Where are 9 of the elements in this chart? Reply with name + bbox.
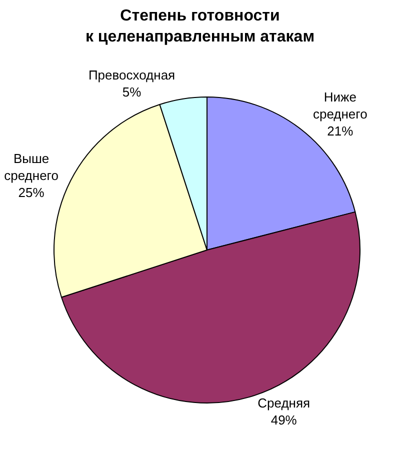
data-label: 5% [122, 84, 142, 100]
data-label: 25% [18, 184, 45, 200]
data-label: 49% [270, 412, 298, 428]
slice-label: Ниже среднего [312, 89, 368, 122]
chart-title: Степень готовности к целенаправленным атакам [85, 8, 315, 46]
slice-label: Выше среднего [4, 151, 58, 184]
data-label: 21% [327, 123, 354, 138]
slice-label: Превосходная [88, 67, 176, 82]
slice-label: Средняя [258, 396, 310, 411]
